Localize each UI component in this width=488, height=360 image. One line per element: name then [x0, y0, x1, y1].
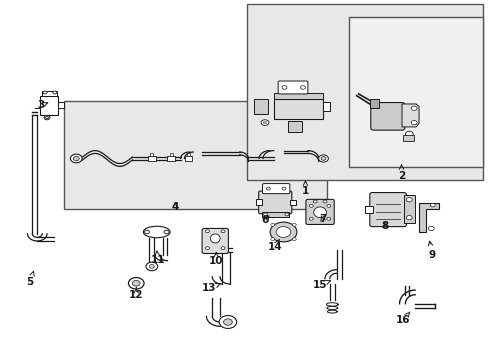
Circle shape: [427, 226, 433, 230]
Circle shape: [205, 247, 209, 249]
Bar: [288, 121, 302, 132]
Circle shape: [149, 265, 154, 268]
Circle shape: [261, 120, 268, 126]
FancyBboxPatch shape: [202, 228, 228, 253]
Circle shape: [43, 91, 47, 94]
Circle shape: [285, 213, 288, 216]
Polygon shape: [401, 104, 418, 127]
Circle shape: [53, 91, 57, 94]
Circle shape: [405, 131, 412, 137]
Text: 9: 9: [427, 241, 435, 260]
Text: 6: 6: [261, 215, 268, 225]
FancyBboxPatch shape: [258, 191, 291, 214]
Text: 8: 8: [381, 221, 388, 231]
Bar: [273, 99, 322, 119]
Polygon shape: [403, 195, 414, 223]
Bar: [42, 91, 57, 96]
Circle shape: [270, 238, 274, 240]
Circle shape: [219, 316, 236, 328]
Bar: [365, 206, 372, 213]
Circle shape: [323, 200, 326, 203]
Text: 7: 7: [318, 215, 325, 224]
Circle shape: [266, 187, 270, 190]
Circle shape: [406, 198, 411, 202]
Bar: [369, 99, 378, 108]
Text: 16: 16: [395, 312, 409, 325]
Text: 1: 1: [301, 181, 308, 197]
Circle shape: [326, 204, 330, 207]
FancyBboxPatch shape: [278, 81, 307, 94]
Circle shape: [406, 216, 411, 220]
Circle shape: [132, 280, 140, 286]
Circle shape: [45, 117, 48, 119]
FancyBboxPatch shape: [369, 193, 406, 226]
Bar: [246, 4, 483, 180]
Ellipse shape: [313, 207, 326, 218]
Circle shape: [263, 213, 267, 216]
Bar: [184, 156, 192, 161]
Circle shape: [163, 230, 168, 234]
Circle shape: [221, 247, 224, 249]
Circle shape: [318, 155, 328, 162]
Bar: [273, 93, 322, 99]
Circle shape: [300, 86, 305, 89]
Bar: [40, 96, 58, 115]
FancyBboxPatch shape: [262, 184, 289, 194]
Circle shape: [321, 157, 325, 160]
Circle shape: [309, 204, 313, 207]
Text: 4: 4: [171, 202, 179, 212]
Circle shape: [292, 224, 296, 226]
Bar: [150, 153, 153, 156]
Circle shape: [313, 200, 317, 203]
Bar: [64, 101, 327, 209]
Circle shape: [144, 230, 149, 234]
Text: 10: 10: [208, 253, 223, 266]
Polygon shape: [418, 203, 438, 232]
Circle shape: [410, 106, 416, 111]
Bar: [289, 200, 295, 205]
Circle shape: [44, 116, 50, 120]
Text: 11: 11: [150, 251, 164, 265]
Bar: [402, 135, 413, 141]
Circle shape: [263, 121, 266, 124]
Bar: [322, 102, 329, 111]
FancyBboxPatch shape: [370, 103, 404, 130]
Text: 13: 13: [202, 283, 220, 293]
Circle shape: [282, 187, 285, 190]
Circle shape: [410, 121, 416, 125]
Circle shape: [282, 86, 286, 89]
Circle shape: [309, 217, 313, 220]
Bar: [58, 102, 64, 108]
Bar: [167, 156, 175, 161]
Bar: [254, 99, 267, 114]
Circle shape: [205, 230, 209, 233]
Ellipse shape: [276, 226, 290, 237]
Bar: [169, 153, 172, 156]
Circle shape: [326, 217, 330, 220]
Text: 5: 5: [26, 271, 34, 287]
Circle shape: [429, 203, 434, 207]
Circle shape: [146, 262, 158, 271]
Circle shape: [221, 230, 224, 233]
Bar: [261, 212, 288, 217]
Text: 2: 2: [397, 165, 404, 181]
Circle shape: [70, 154, 82, 163]
Text: 3: 3: [38, 100, 48, 111]
Text: 15: 15: [312, 280, 330, 290]
Circle shape: [292, 238, 296, 240]
Circle shape: [223, 319, 232, 325]
Text: 12: 12: [129, 288, 143, 301]
Text: 14: 14: [267, 239, 282, 252]
Bar: [255, 199, 261, 205]
Circle shape: [128, 278, 144, 289]
Bar: [148, 156, 156, 161]
Ellipse shape: [143, 226, 170, 238]
Ellipse shape: [269, 222, 296, 242]
FancyBboxPatch shape: [305, 199, 333, 225]
Bar: [186, 153, 189, 156]
Circle shape: [270, 224, 274, 226]
Bar: [348, 17, 483, 167]
Circle shape: [73, 156, 79, 161]
Ellipse shape: [210, 234, 220, 243]
